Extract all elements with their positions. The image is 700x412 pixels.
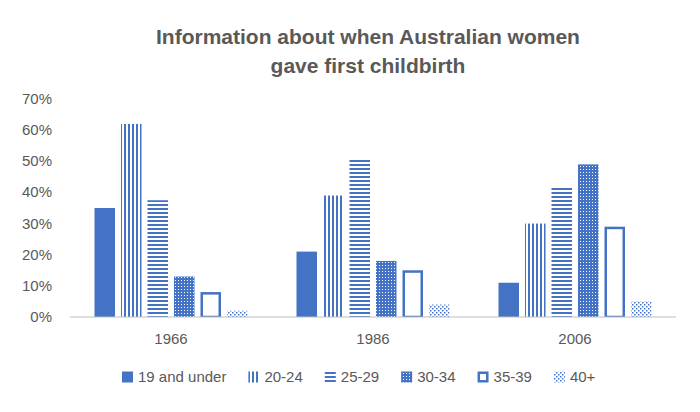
chart-title: Information about when Australian womeng…	[156, 25, 580, 77]
bar	[404, 272, 422, 317]
legend-label: 30-34	[417, 368, 455, 385]
chart-container: Information about when Australian womeng…	[0, 0, 700, 412]
y-tick-label: 20%	[22, 246, 52, 263]
x-axis-line	[70, 317, 676, 318]
bar	[323, 196, 344, 317]
bar	[631, 301, 652, 317]
chart-svg: Information about when Australian womeng…	[0, 0, 700, 412]
bar	[121, 124, 142, 317]
legend-swatch	[401, 372, 412, 383]
bar	[429, 305, 450, 317]
legend-swatch	[479, 373, 488, 382]
legend-label: 35-39	[494, 368, 532, 385]
bar	[606, 228, 624, 317]
y-tick-label: 70%	[22, 90, 52, 107]
bar	[174, 277, 195, 317]
bar	[525, 224, 546, 317]
y-tick-label: 30%	[22, 215, 52, 232]
bars	[95, 124, 652, 317]
legend-label: 40+	[570, 368, 596, 385]
bar	[499, 283, 520, 317]
bar	[350, 158, 371, 317]
bar	[376, 261, 397, 317]
bar	[578, 164, 599, 317]
bar	[227, 311, 248, 317]
legend-swatch	[248, 372, 259, 383]
legend: 19 and under 20-24 25-29 30-34 35-39 40+	[122, 368, 596, 385]
legend-swatch	[554, 372, 565, 383]
bar	[202, 293, 220, 317]
legend-swatch	[325, 372, 336, 383]
legend-label: 25-29	[341, 368, 379, 385]
bar	[297, 252, 318, 317]
y-tick-label: 0%	[30, 308, 52, 325]
legend-label: 19 and under	[138, 368, 226, 385]
bar	[95, 208, 116, 317]
bar	[552, 186, 573, 317]
x-tick-label: 1986	[356, 330, 389, 347]
legend-label: 20-24	[264, 368, 302, 385]
x-tick-label: 2006	[558, 330, 591, 347]
y-tick-label: 40%	[22, 183, 52, 200]
bar	[148, 200, 169, 317]
y-tick-label: 50%	[22, 152, 52, 169]
x-tick-label: 1966	[154, 330, 187, 347]
y-tick-label: 10%	[22, 277, 52, 294]
y-tick-label: 60%	[22, 121, 52, 138]
legend-swatch	[122, 372, 133, 383]
